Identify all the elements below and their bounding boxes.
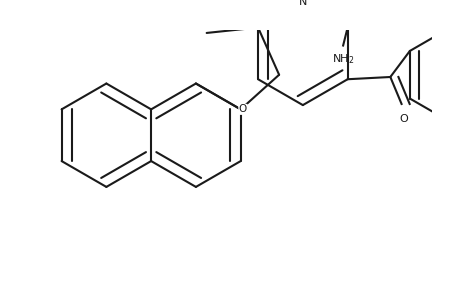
Text: O: O — [398, 114, 407, 124]
Text: O: O — [238, 104, 246, 114]
Text: N: N — [298, 0, 306, 7]
Text: NH$_2$: NH$_2$ — [331, 52, 353, 66]
